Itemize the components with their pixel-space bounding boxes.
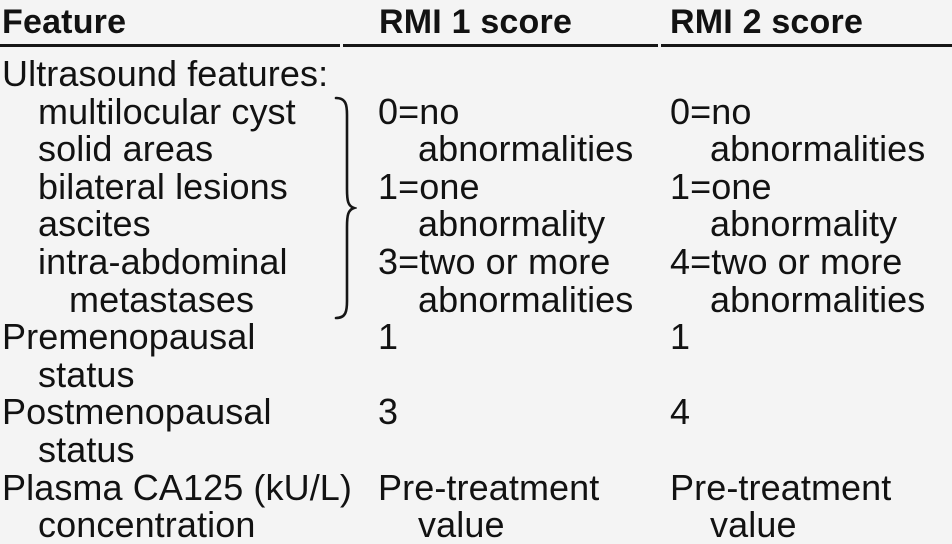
table-row: Premenopausal 1 1 [0, 318, 952, 356]
rmi2-cell [670, 356, 952, 394]
rmi1-cell: abnormalities [418, 278, 634, 320]
table-row: solid areas abnormalities abnormalities [0, 130, 952, 168]
header-rule-segment [0, 44, 340, 47]
table-row: bilateral lesions 1=one 1=one [0, 168, 952, 206]
header-rule-segment [661, 44, 952, 47]
rmi1-cell: Pre-treatment [378, 466, 600, 508]
table-row: status [0, 356, 952, 394]
group-brace-icon [333, 96, 357, 320]
rmi1-cell: value [418, 504, 505, 544]
rmi2-cell: abnormalities [710, 278, 926, 320]
rmi1-cell: 3 [378, 391, 399, 433]
rmi2-cell [670, 55, 952, 93]
rmi2-cell: abnormality [710, 203, 898, 245]
feature-cell: ascites [38, 203, 151, 245]
feature-cell: Plasma CA125 (kU/L) [2, 466, 353, 508]
header-rule [0, 44, 952, 47]
rmi2-cell: Pre-treatment [670, 466, 892, 508]
table-row: ascites abnormality abnormality [0, 205, 952, 243]
feature-cell: Ultrasound features: [2, 53, 329, 94]
table-row: metastases abnormalities abnormalities [0, 278, 952, 320]
table-body: Ultrasound features: multilocular cyst 0… [0, 55, 952, 544]
rmi1-cell: 1=one [378, 165, 480, 207]
feature-cell: concentration [38, 504, 256, 544]
rmi2-cell: 4=two or more [670, 240, 903, 282]
rmi2-cell: 1=one [670, 165, 772, 207]
rmi1-cell [378, 55, 670, 93]
rmi1-cell: 3=two or more [378, 240, 611, 282]
rmi1-cell: abnormality [418, 203, 606, 245]
feature-cell: intra-abdominal [38, 240, 288, 282]
table-row: Plasma CA125 (kU/L) Pre-treatment Pre-tr… [0, 466, 952, 508]
table-row: concentration value value [0, 506, 952, 544]
table-row: Postmenopausal 3 4 [0, 393, 952, 431]
header-rule-segment [343, 44, 658, 47]
header-feature: Feature [2, 3, 127, 41]
rmi2-cell [670, 431, 952, 469]
header-rmi2-score: RMI 2 score [670, 3, 864, 41]
feature-cell: bilateral lesions [38, 165, 288, 207]
rmi2-cell: 1 [670, 316, 691, 358]
rmi1-cell: 1 [378, 316, 399, 358]
rmi1-cell [378, 356, 670, 394]
rmi2-cell: 0=no [670, 90, 752, 132]
rmi2-cell: value [710, 504, 797, 544]
rmi2-cell: abnormalities [710, 128, 926, 170]
rmi1-cell: 0=no [378, 90, 460, 132]
rmi2-cell: 4 [670, 391, 691, 433]
feature-cell: Premenopausal [2, 316, 256, 358]
table-row: Ultrasound features: [0, 55, 952, 93]
header-rmi1-score: RMI 1 score [379, 3, 573, 41]
rmi1-cell [378, 431, 670, 469]
table-row: multilocular cyst 0=no 0=no [0, 90, 952, 132]
feature-cell: Postmenopausal [2, 391, 272, 433]
table-row: intra-abdominal 3=two or more 4=two or m… [0, 243, 952, 281]
feature-cell: multilocular cyst [38, 90, 296, 132]
feature-cell: status [38, 428, 135, 470]
table-row: status [0, 431, 952, 469]
feature-cell: status [38, 353, 135, 395]
rmi1-cell: abnormalities [418, 128, 634, 170]
feature-cell: metastases [69, 278, 255, 320]
feature-cell: solid areas [38, 128, 214, 170]
